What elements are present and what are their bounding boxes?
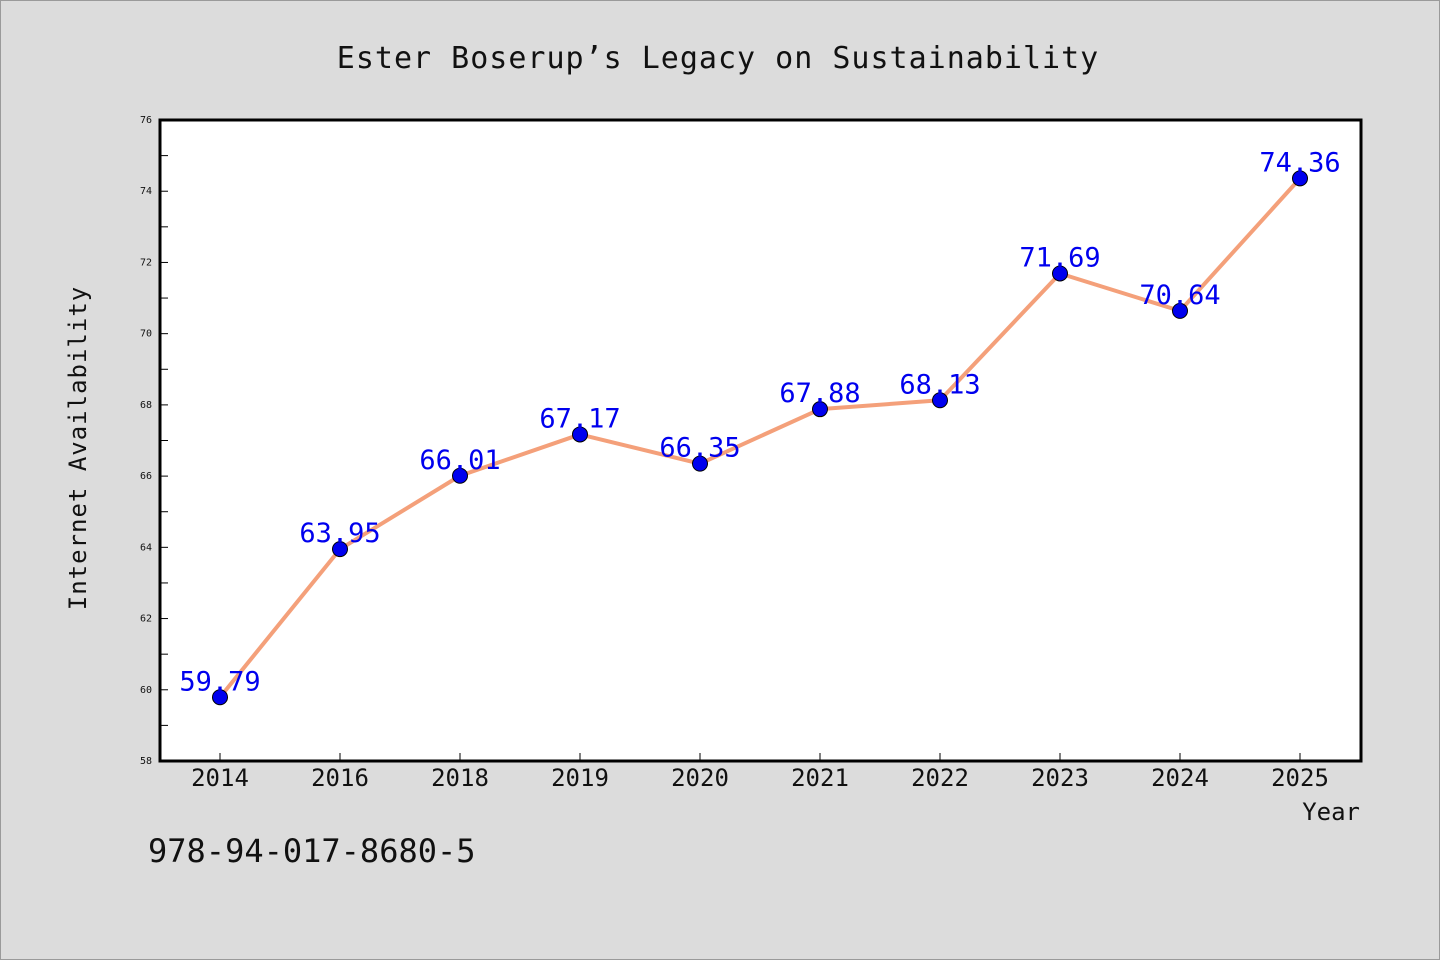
data-label: 70.64 <box>1139 280 1220 311</box>
data-point <box>452 467 468 484</box>
data-label: 63.95 <box>299 518 380 549</box>
x-tick-label: 2016 <box>311 764 369 792</box>
data-label: 66.01 <box>419 445 500 476</box>
y-tick-label: 72 <box>140 257 152 268</box>
y-axis-label: Internet Availability <box>64 286 92 610</box>
isbn-code: 978-94-017-8680-5 <box>148 832 476 870</box>
data-label: 66.35 <box>659 433 740 464</box>
x-tick-label: 2025 <box>1271 764 1329 792</box>
y-tick-label: 58 <box>140 756 152 767</box>
data-point <box>1292 170 1308 187</box>
data-label: 71.69 <box>1019 242 1100 273</box>
data-point <box>212 689 228 706</box>
data-point <box>812 401 828 418</box>
x-tick-label: 2018 <box>431 764 489 792</box>
y-tick-label: 76 <box>140 115 152 126</box>
x-tick-label: 2021 <box>791 764 849 792</box>
series-line <box>218 177 1302 699</box>
y-tick-label: 62 <box>140 614 152 625</box>
plot-area <box>158 118 1363 763</box>
x-tick-label: 2023 <box>1031 764 1089 792</box>
chart-title: Ester Boserup’s Legacy on Sustainability <box>337 41 1099 76</box>
series-layer: 59.79 63.95 66.01 67.17 66.35 67.88 68.13 71.69… <box>179 147 1341 706</box>
data-point <box>572 426 588 443</box>
x-axis: 2014 2016 2018 2019 2020 2021 2022 2023 2024 2025 <box>191 753 1329 792</box>
x-tick-label: 2019 <box>551 764 609 792</box>
y-tick-label: 60 <box>140 685 152 696</box>
y-tick-label: 68 <box>140 400 152 411</box>
y-tick-label: 64 <box>140 542 152 553</box>
data-point <box>692 455 708 472</box>
x-tick-label: 2022 <box>911 764 969 792</box>
data-point <box>1172 302 1188 319</box>
x-tick-label: 2020 <box>671 764 729 792</box>
y-axis: 58 60 62 64 66 68 70 72 74 76 <box>140 115 168 767</box>
data-point <box>332 541 348 558</box>
data-point <box>1052 265 1068 282</box>
data-label: 67.88 <box>779 378 860 409</box>
x-tick-label: 2024 <box>1151 764 1209 792</box>
data-label: 68.13 <box>899 369 980 400</box>
data-label: 74.36 <box>1259 147 1340 178</box>
y-tick-label: 66 <box>140 471 152 482</box>
y-tick-label: 70 <box>140 329 152 340</box>
data-label: 67.17 <box>539 403 620 434</box>
x-axis-label: Year <box>1302 798 1360 826</box>
y-tick-label: 74 <box>140 186 152 197</box>
data-point <box>932 392 948 409</box>
data-label: 59.79 <box>179 666 260 697</box>
x-tick-label: 2014 <box>191 764 249 792</box>
